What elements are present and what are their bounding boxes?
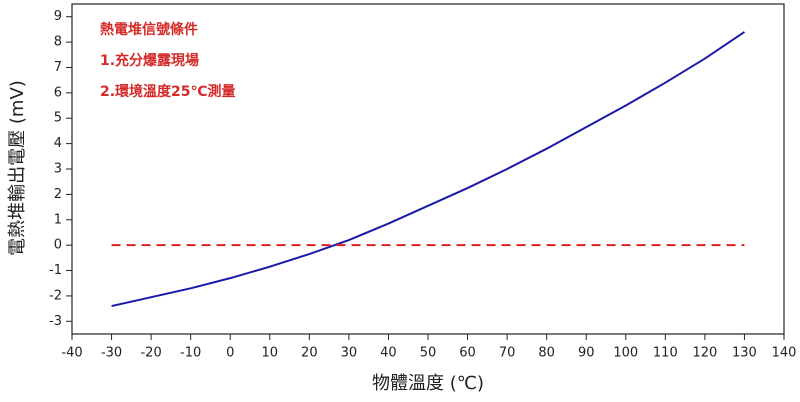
y-tick-label: 1 (54, 212, 62, 227)
x-tick-label: 0 (226, 346, 234, 361)
y-tick-label: 6 (54, 85, 62, 100)
x-tick-label: 30 (341, 346, 358, 361)
y-tick-label: -3 (49, 314, 62, 329)
y-tick-label: 4 (54, 136, 62, 151)
x-tick-label: -20 (140, 346, 161, 361)
y-tick-label: 8 (54, 35, 62, 50)
x-tick-label: 90 (578, 346, 595, 361)
y-tick-label: 5 (54, 111, 62, 126)
x-tick-label: 120 (692, 346, 717, 361)
x-tick-label: 70 (499, 346, 516, 361)
annotation: 1.充分爆露現場 (100, 52, 199, 69)
x-tick-label: -40 (61, 346, 82, 361)
x-tick-label: 80 (538, 346, 555, 361)
y-tick-label: 7 (54, 60, 62, 75)
x-tick-label: 130 (732, 346, 757, 361)
x-tick-label: 10 (262, 346, 279, 361)
x-tick-label: -10 (180, 346, 201, 361)
y-tick-label: 9 (54, 9, 62, 24)
y-tick-label: -2 (49, 288, 62, 303)
series-line (111, 31, 746, 308)
y-tick-label: 2 (54, 187, 62, 202)
annotation: 2.環境溫度25℃測量 (100, 83, 236, 100)
x-tick-label: -30 (101, 346, 122, 361)
x-tick-label: 100 (613, 346, 638, 361)
x-tick-label: 40 (380, 346, 397, 361)
x-tick-label: 20 (301, 346, 318, 361)
y-axis-label: 電熱堆輸出電壓 (mV) (7, 80, 28, 256)
y-tick-label: 0 (54, 238, 62, 253)
x-tick-label: 50 (420, 346, 437, 361)
y-tick-label: -1 (49, 263, 62, 278)
x-tick-label: 60 (459, 346, 476, 361)
x-axis-label: 物體溫度 (℃) (372, 373, 484, 394)
x-tick-label: 110 (653, 346, 678, 361)
annotation: 熱電堆信號條件 (100, 21, 198, 38)
y-tick-label: 3 (54, 162, 62, 177)
x-tick-label: 140 (772, 346, 797, 361)
